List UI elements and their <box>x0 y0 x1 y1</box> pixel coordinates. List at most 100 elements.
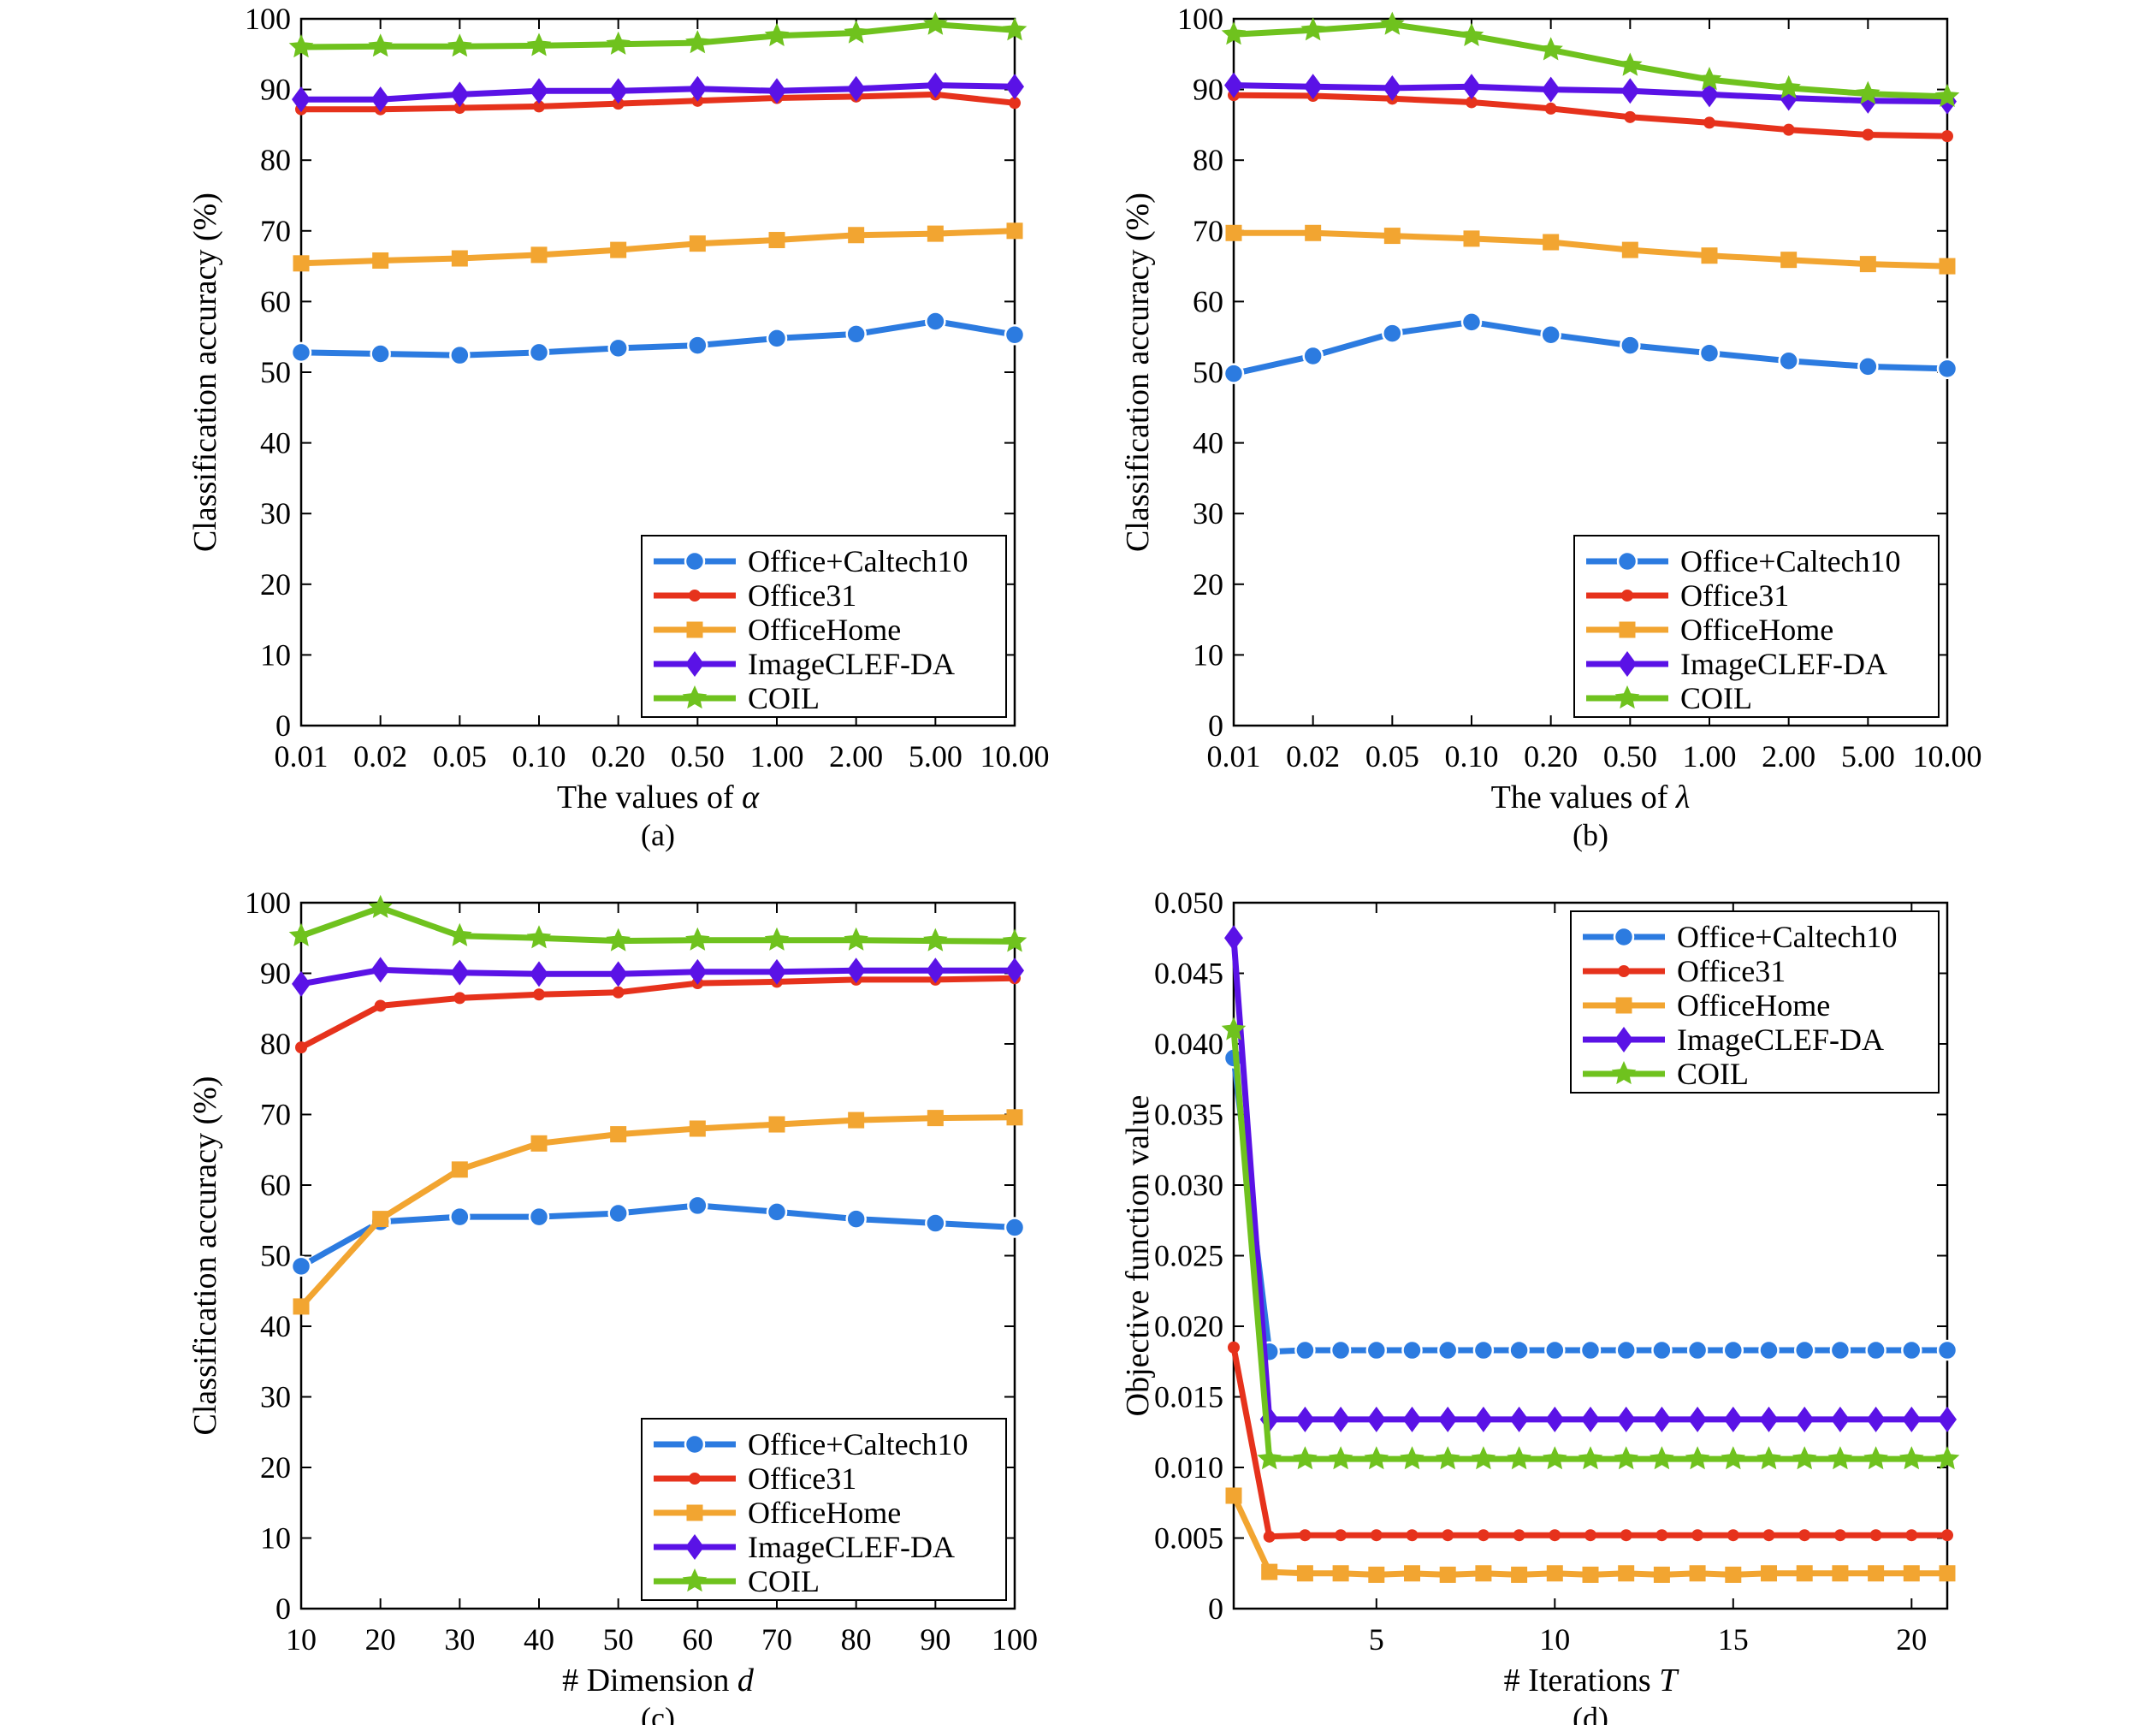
x-tick-label: 0.50 <box>1603 739 1657 774</box>
data-point <box>1832 1565 1849 1582</box>
data-point <box>1723 1406 1743 1432</box>
data-point <box>1782 123 1795 136</box>
data-point <box>1780 252 1798 269</box>
data-point <box>1331 1406 1351 1432</box>
data-point <box>1584 1529 1596 1542</box>
data-point <box>1330 1339 1352 1361</box>
y-tick-label: 20 <box>260 567 291 602</box>
x-tick-label: 20 <box>365 1622 396 1657</box>
data-point <box>372 1211 389 1228</box>
data-point <box>1471 1446 1496 1470</box>
data-point <box>1438 1406 1458 1432</box>
x-tick-label: 10 <box>1539 1622 1570 1657</box>
x-axis-label: # Iterations T <box>1504 1663 1680 1698</box>
data-point <box>844 927 868 951</box>
y-tick-label: 0.040 <box>1154 1027 1223 1061</box>
legend-label: Office+Caltech10 <box>1680 544 1901 578</box>
data-point <box>1685 1446 1710 1470</box>
data-point <box>1722 1339 1744 1361</box>
y-tick-label: 10 <box>260 1521 291 1556</box>
data-point <box>1401 1339 1423 1361</box>
data-point <box>926 72 945 98</box>
data-point <box>689 1120 706 1137</box>
legend-marker <box>1619 621 1636 638</box>
y-tick-label: 90 <box>260 73 291 107</box>
data-point <box>1225 224 1242 241</box>
y-tick-label: 30 <box>260 496 291 531</box>
y-tick-label: 0.020 <box>1154 1309 1223 1343</box>
data-point <box>1866 1406 1886 1432</box>
series-imageclef-da <box>292 957 1024 997</box>
data-point <box>848 227 865 244</box>
y-tick-label: 0.025 <box>1154 1239 1223 1273</box>
data-point <box>290 341 312 364</box>
panel-caption: (b) <box>1573 818 1608 852</box>
y-tick-label: 40 <box>1193 426 1223 460</box>
x-tick-label: 0.05 <box>1365 739 1419 774</box>
x-tick-label: 0.20 <box>591 739 645 774</box>
x-tick-label: 30 <box>444 1622 475 1657</box>
x-tick-label: 5.00 <box>1841 739 1895 774</box>
data-point <box>764 22 790 46</box>
data-point <box>1004 1217 1026 1238</box>
data-point <box>450 959 470 986</box>
data-point <box>1618 1565 1635 1582</box>
series-office-caltech10 <box>290 311 1026 366</box>
data-point <box>530 961 548 987</box>
series-coil <box>288 894 1028 952</box>
data-point <box>1934 83 1960 107</box>
data-point <box>1650 1446 1674 1470</box>
y-tick-label: 0.035 <box>1154 1098 1223 1132</box>
data-point <box>688 75 708 102</box>
legend: Office+Caltech10Office31OfficeHomeImageC… <box>1570 910 1940 1094</box>
x-tick-label: 2.00 <box>1762 739 1815 774</box>
data-point <box>1472 1339 1495 1361</box>
series-coil <box>1221 1017 1960 1470</box>
legend-label: Office+Caltech10 <box>748 1427 968 1461</box>
series-officehome <box>293 222 1023 272</box>
y-tick-label: 80 <box>1193 143 1223 177</box>
data-point <box>1697 67 1722 91</box>
y-tick-label: 0.030 <box>1154 1168 1223 1202</box>
y-tick-label: 60 <box>1193 284 1223 318</box>
data-point <box>1543 1446 1567 1470</box>
data-point <box>1758 1339 1780 1361</box>
data-point <box>1402 1406 1422 1432</box>
series-line <box>300 228 1016 267</box>
series-coil <box>288 11 1028 58</box>
data-point <box>1653 1566 1670 1583</box>
series-line <box>300 318 1016 359</box>
series-line <box>1230 1058 1947 1355</box>
legend-label: COIL <box>1680 681 1752 715</box>
data-point <box>1004 323 1026 346</box>
data-point <box>844 20 868 44</box>
legend-marker <box>689 590 701 602</box>
data-point <box>1544 1339 1566 1361</box>
data-point <box>1725 1566 1742 1583</box>
legend-item-imageclef-da: ImageCLEF-DA <box>1583 1023 1884 1057</box>
y-tick-label: 30 <box>260 1380 291 1414</box>
data-point <box>447 922 472 946</box>
data-point <box>1620 335 1641 356</box>
legend-item-office-caltech10: Office+Caltech10 <box>1586 544 1901 578</box>
data-point <box>533 100 545 113</box>
data-point <box>845 1208 867 1230</box>
legend-item-coil: COIL <box>654 1564 820 1598</box>
data-point <box>1466 96 1478 109</box>
data-point <box>608 78 628 104</box>
data-point <box>1002 928 1028 952</box>
data-point <box>1400 1446 1424 1470</box>
series-office31 <box>295 972 1021 1054</box>
y-tick-label: 30 <box>1193 496 1223 531</box>
legend-item-officehome: OfficeHome <box>1586 613 1833 647</box>
data-point <box>1941 130 1953 143</box>
chart-panel-1: 0 10 20 30 40 50 60 70 80 90 100 0.01 0.02 0.05 0.10 0.… <box>187 2 1050 852</box>
data-point <box>453 992 466 1005</box>
data-point <box>530 246 548 264</box>
x-tick-label: 1.00 <box>1683 739 1737 774</box>
data-point <box>1300 17 1325 41</box>
data-point <box>1869 1529 1882 1542</box>
legend-label: Office+Caltech10 <box>1677 920 1898 954</box>
legend-marker <box>1618 965 1630 977</box>
